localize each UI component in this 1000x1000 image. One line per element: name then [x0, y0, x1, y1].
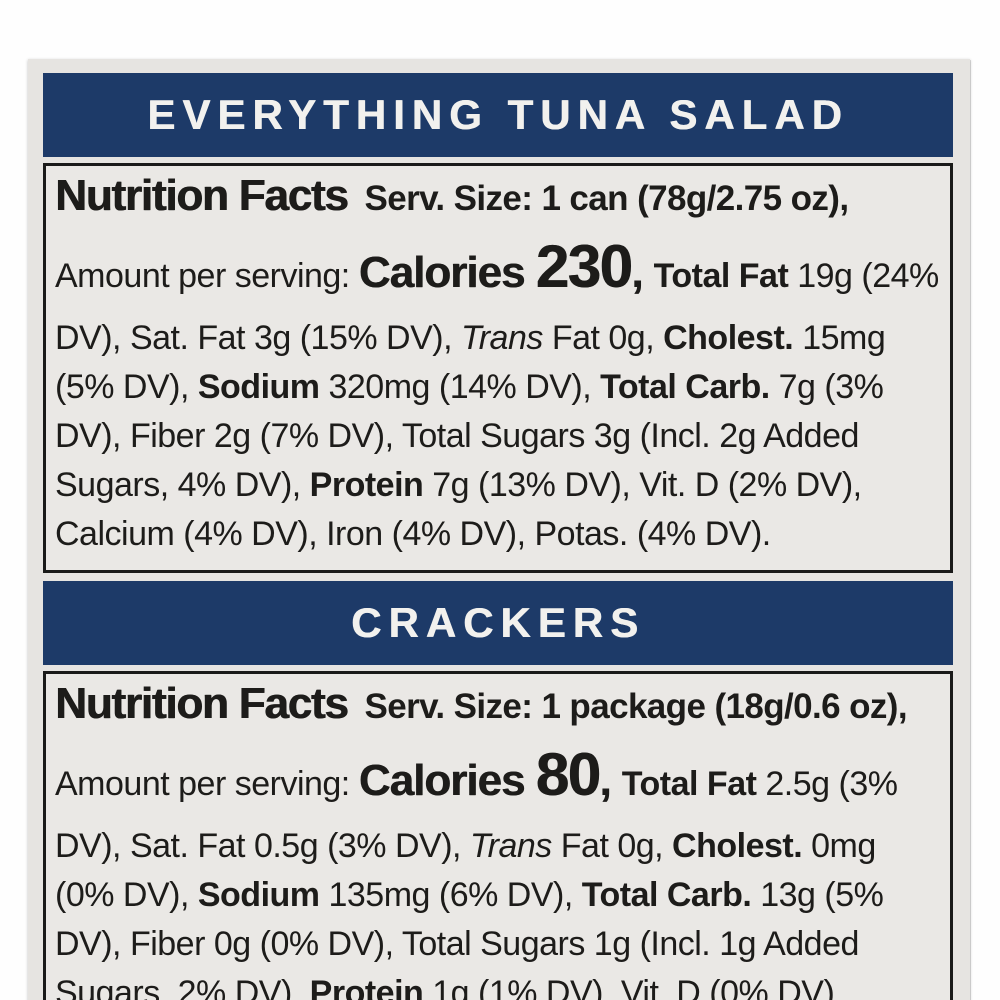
- text-line: DV), Fiber 0g (0% DV), Total Sugars 1g (…: [55, 923, 944, 972]
- text-segment: 135mg (6% DV),: [328, 876, 582, 914]
- text-segment: Cholest.: [672, 827, 812, 865]
- text-segment: Trans: [460, 319, 552, 357]
- text-segment: Total Carb.: [581, 876, 761, 914]
- text-segment: Calories: [358, 756, 536, 805]
- text-segment: 7g (13% DV), Vit. D (2% DV),: [432, 466, 862, 504]
- text-line: Amount per serving: Calories 80, Total F…: [55, 741, 944, 825]
- text-segment: Sugars, 2% DV),: [55, 974, 310, 1000]
- nutrition-facts-box-crackers: Nutrition Facts Serv. Size: 1 package (1…: [43, 671, 953, 1000]
- text-segment: 1g (1% DV), Vit. D (0% DV),: [432, 974, 844, 1000]
- text-segment: Serv. Size: 1 package (18g/0.6 oz),: [364, 687, 907, 726]
- text-segment: (0% DV),: [55, 876, 198, 914]
- text-segment: 0mg: [811, 827, 876, 865]
- nutrition-facts-box-tuna-salad: Nutrition Facts Serv. Size: 1 can (78g/2…: [43, 163, 953, 573]
- banner-crackers-title: CRACKERS: [350, 599, 645, 646]
- text-line: Sugars, 2% DV), Protein 1g (1% DV), Vit.…: [55, 972, 944, 1000]
- text-line: Amount per serving: Calories 230, Total …: [55, 233, 944, 317]
- banner-everything-tuna-salad: EVERYTHING TUNA SALAD: [43, 73, 953, 157]
- banner-crackers: CRACKERS: [43, 581, 953, 665]
- text-segment: Fat 0g,: [551, 319, 664, 357]
- text-line: (5% DV), Sodium 320mg (14% DV), Total Ca…: [55, 366, 944, 415]
- text-segment: 80: [535, 741, 601, 808]
- text-segment: DV), Fiber 0g (0% DV), Total Sugars 1g (…: [55, 925, 859, 963]
- text-segment: Sugars, 4% DV),: [55, 466, 310, 504]
- text-segment: ,: [599, 756, 622, 805]
- text-segment: Serv. Size: 1 can (78g/2.75 oz),: [364, 179, 849, 218]
- text-segment: 13g (5%: [760, 876, 884, 914]
- text-segment: 19g (24%: [797, 257, 939, 295]
- nutrition-label-photo: EVERYTHING TUNA SALAD Nutrition Facts Se…: [28, 59, 970, 1000]
- text-segment: Protein: [309, 974, 433, 1000]
- text-segment: DV), Sat. Fat 3g (15% DV),: [55, 319, 461, 357]
- text-segment: Protein: [309, 466, 433, 504]
- text-line: Nutrition Facts Serv. Size: 1 can (78g/2…: [55, 169, 944, 233]
- text-line: (0% DV), Sodium 135mg (6% DV), Total Car…: [55, 874, 944, 923]
- text-line: DV), Fiber 2g (7% DV), Total Sugars 3g (…: [55, 415, 944, 464]
- text-segment: 2.5g (3%: [765, 765, 898, 803]
- text-segment: Sodium: [197, 876, 329, 914]
- text-segment: 230: [535, 233, 633, 300]
- text-segment: Trans: [469, 827, 561, 865]
- text-segment: Total Fat: [653, 257, 798, 295]
- text-line: DV), Sat. Fat 3g (15% DV), Trans Fat 0g,…: [55, 317, 944, 366]
- text-line: Sugars, 4% DV), Protein 7g (13% DV), Vit…: [55, 464, 944, 513]
- text-line: DV), Sat. Fat 0.5g (3% DV), Trans Fat 0g…: [55, 825, 944, 874]
- text-segment: Amount per serving:: [55, 257, 359, 295]
- text-segment: ,: [631, 248, 654, 297]
- text-segment: Cholest.: [663, 319, 803, 357]
- text-segment: Total Carb.: [600, 368, 779, 406]
- text-segment: 7g (3%: [778, 368, 884, 406]
- banner-everything-tuna-salad-title: EVERYTHING TUNA SALAD: [147, 91, 849, 138]
- text-line: Calcium (4% DV), Iron (4% DV), Potas. (4…: [55, 513, 944, 562]
- text-segment: Total Fat: [621, 765, 766, 803]
- text-segment: DV), Sat. Fat 0.5g (3% DV),: [55, 827, 470, 865]
- text-segment: (5% DV),: [55, 368, 198, 406]
- text-segment: DV), Fiber 2g (7% DV), Total Sugars 3g (…: [55, 417, 859, 455]
- text-segment: Nutrition Facts: [55, 171, 359, 220]
- text-segment: Calories: [358, 248, 536, 297]
- text-segment: Sodium: [197, 368, 329, 406]
- text-segment: Amount per serving:: [55, 765, 359, 803]
- section-everything-tuna-salad: EVERYTHING TUNA SALAD Nutrition Facts Se…: [43, 73, 953, 573]
- text-segment: Calcium (4% DV), Iron (4% DV), Potas. (4…: [55, 515, 771, 553]
- text-segment: 15mg: [802, 319, 886, 357]
- section-crackers: CRACKERS Nutrition Facts Serv. Size: 1 p…: [43, 581, 953, 1000]
- text-segment: Fat 0g,: [560, 827, 673, 865]
- text-line: Nutrition Facts Serv. Size: 1 package (1…: [55, 677, 944, 741]
- text-segment: 320mg (14% DV),: [328, 368, 601, 406]
- text-segment: Nutrition Facts: [55, 679, 359, 728]
